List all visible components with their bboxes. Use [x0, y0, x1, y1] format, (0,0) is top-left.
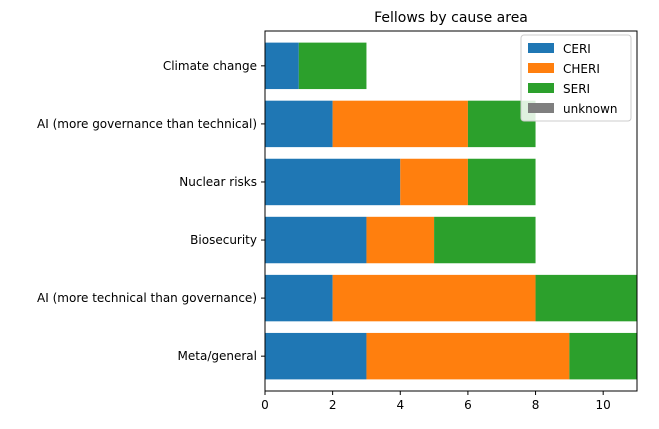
x-tick-label: 4: [396, 398, 404, 412]
x-tick-label: 0: [261, 398, 269, 412]
x-tick-label: 8: [532, 398, 540, 412]
legend-swatch-cheri: [528, 63, 554, 73]
legend-swatch-ceri: [528, 43, 554, 53]
bar-ceri-4: [265, 100, 333, 148]
plot-frame: [264, 30, 638, 392]
bar-ceri-0: [265, 332, 367, 380]
legend-swatch-seri: [528, 83, 554, 93]
legend: CERI CHERI SERI unknown: [520, 34, 632, 122]
category-label: Meta/general: [178, 349, 257, 363]
bar-cheri-0: [366, 332, 570, 380]
bar-seri-0: [569, 332, 637, 380]
bar-ceri-1: [265, 274, 333, 322]
bar-cheri-1: [332, 274, 536, 322]
bars-group: [265, 42, 637, 380]
bar-ceri-3: [265, 158, 401, 206]
bar-ceri-2: [265, 216, 367, 264]
bar-cheri-2: [366, 216, 435, 264]
bar-seri-5: [298, 42, 367, 90]
category-label: Biosecurity: [190, 233, 257, 247]
plot-border: [264, 30, 638, 392]
legend-box: [520, 34, 632, 122]
x-tick-label: 10: [596, 398, 611, 412]
x-tick-label: 6: [464, 398, 472, 412]
bar-seri-1: [535, 274, 637, 322]
category-label: AI (more technical than governance): [37, 291, 257, 305]
x-tick-label: 2: [329, 398, 337, 412]
category-labels: Meta/general AI (more technical than gove…: [37, 59, 265, 363]
x-axis-ticks: 0 2 4 6 8 10: [261, 391, 611, 412]
category-label: AI (more governance than technical): [37, 117, 257, 131]
chart-title: Fellows by cause area: [374, 10, 528, 26]
category-label: Climate change: [163, 59, 257, 73]
bar-ceri-5: [265, 42, 299, 90]
legend-swatch-unknown: [528, 103, 554, 113]
bar-cheri-3: [400, 158, 468, 206]
category-label: Nuclear risks: [179, 175, 257, 189]
bar-cheri-4: [332, 100, 468, 148]
legend-label: SERI: [563, 82, 590, 96]
legend-label: CERI: [563, 42, 591, 56]
legend-label: CHERI: [563, 62, 600, 76]
bar-seri-2: [434, 216, 536, 264]
bar-seri-3: [467, 158, 536, 206]
legend-label: unknown: [563, 102, 618, 116]
